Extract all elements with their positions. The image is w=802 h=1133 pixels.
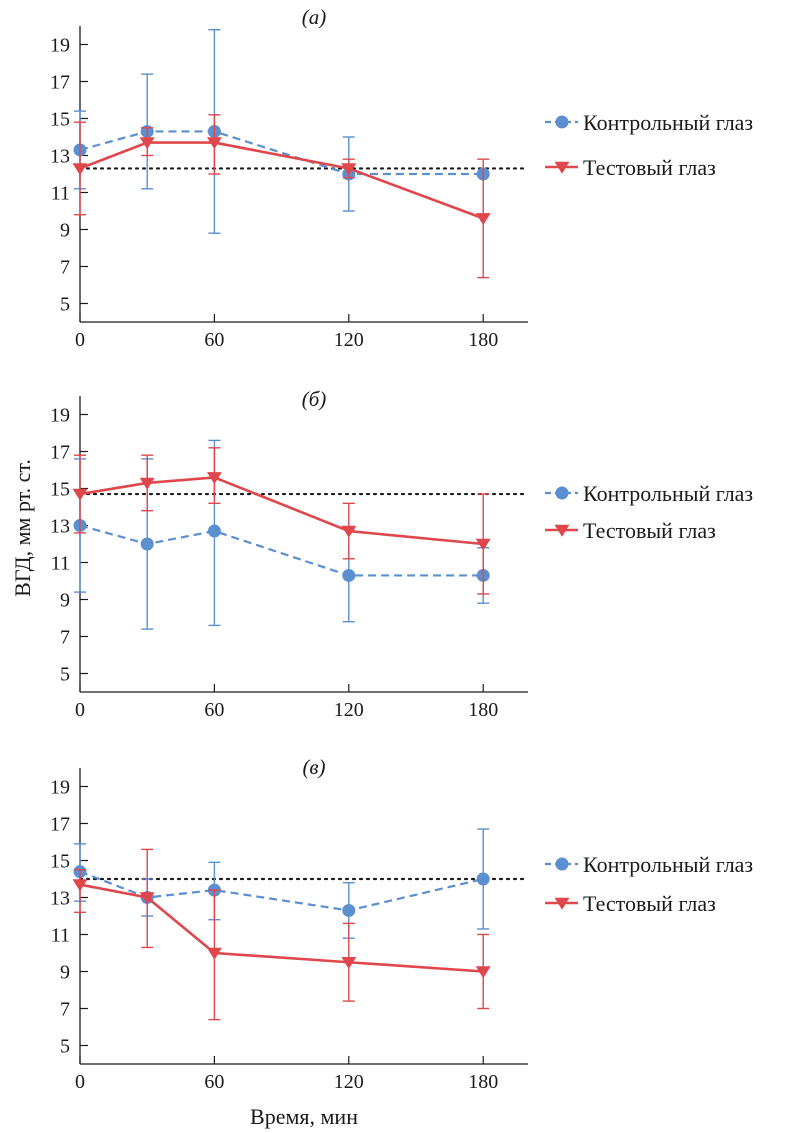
x-tick-label: 120: [334, 1071, 364, 1093]
legend-label: Контрольный глаз: [583, 481, 753, 506]
test-point: [72, 488, 88, 501]
test-point: [475, 538, 491, 551]
test-point: [139, 477, 155, 490]
x-tick-label: 180: [468, 329, 498, 351]
test-point: [341, 525, 357, 538]
legend-swatch-marker: [554, 524, 570, 537]
test-point: [139, 137, 155, 150]
test-point: [72, 879, 88, 892]
x-tick-label: 60: [204, 329, 224, 351]
y-tick-label: 9: [60, 590, 70, 612]
control-point: [207, 524, 221, 538]
legend-item-control: Контрольный глаз: [545, 110, 753, 135]
legend-item-control: Контрольный глаз: [545, 852, 753, 877]
x-tick-label: 120: [334, 329, 364, 351]
x-axis-title: Время, мин: [250, 1104, 358, 1129]
control-point: [140, 537, 154, 551]
y-tick-label: 19: [50, 777, 70, 799]
y-tick-label: 17: [50, 442, 70, 464]
legend-item-test: Тестовый глаз: [545, 155, 716, 180]
test-point: [206, 472, 222, 485]
legend-label: Тестовый глаз: [583, 518, 716, 543]
y-tick-label: 17: [50, 72, 70, 94]
legend-label: Тестовый глаз: [583, 891, 716, 916]
test-point: [475, 213, 491, 226]
control-series-line: [79, 870, 484, 912]
y-tick-label: 13: [50, 516, 70, 538]
y-tick-label: 9: [60, 220, 70, 242]
control-series-line: [79, 524, 484, 577]
x-tick-label: 120: [334, 699, 364, 721]
control-point: [342, 903, 356, 917]
y-tick-label: 15: [50, 851, 70, 873]
y-axis-title: ВГД, мм рт. ст.: [10, 459, 35, 597]
x-tick-label: 0: [75, 1071, 85, 1093]
legend-item-test: Тестовый глаз: [545, 891, 716, 916]
y-tick-label: 19: [50, 35, 70, 57]
y-tick-label: 13: [50, 888, 70, 910]
chart-panel-3: 5 7 9 11 13 15 17 19 0 60 120 180 (в) Контрольный гла…: [50, 755, 753, 1093]
y-tick-label: 5: [60, 294, 70, 316]
x-tick-label: 0: [75, 699, 85, 721]
y-tick-label: 15: [50, 479, 70, 501]
x-tick-label: 60: [204, 1071, 224, 1093]
test-point: [72, 163, 88, 176]
test-point: [341, 957, 357, 969]
chart-panel-1: 5 7 9 11 13 15 17 19 0 60 120 180 (а) Контрольный гла…: [50, 5, 753, 351]
legend-swatch-marker: [554, 161, 570, 174]
y-tick-label: 5: [60, 1036, 70, 1058]
y-tick-label: 7: [60, 999, 70, 1021]
chart-panel-2: 5 7 9 11 13 15 17 19 0 60 120 180 (б) Контрольный гла…: [50, 387, 753, 721]
y-tick-label: 11: [51, 183, 70, 205]
test-point: [139, 892, 155, 905]
test-point: [341, 163, 357, 176]
legend-label: Контрольный глаз: [583, 852, 753, 877]
legend-label: Контрольный глаз: [583, 110, 753, 135]
y-tick-label: 11: [51, 553, 70, 575]
panel-label: (в): [302, 755, 325, 779]
legend-swatch-marker: [554, 897, 570, 910]
panel-label: (а): [302, 5, 327, 29]
x-tick-label: 180: [468, 1071, 498, 1093]
legend-swatch-marker: [555, 486, 569, 500]
y-tick-label: 7: [60, 627, 70, 649]
y-tick-label: 13: [50, 146, 70, 168]
test-series-line: [79, 476, 484, 546]
y-tick-label: 19: [50, 405, 70, 427]
test-point: [206, 947, 222, 960]
test-series-line: [79, 883, 484, 973]
y-tick-label: 17: [50, 814, 70, 836]
legend-item-control: Контрольный глаз: [545, 481, 753, 506]
y-tick-label: 15: [50, 109, 70, 131]
panel-label: (б): [302, 387, 327, 411]
legend-label: Тестовый глаз: [583, 155, 716, 180]
y-tick-label: 5: [60, 664, 70, 686]
control-point: [342, 568, 356, 582]
x-tick-label: 180: [468, 699, 498, 721]
y-tick-label: 9: [60, 962, 70, 984]
test-point: [475, 966, 491, 979]
y-tick-label: 7: [60, 257, 70, 279]
control-point: [476, 872, 490, 886]
y-tick-label: 11: [51, 925, 70, 947]
x-tick-label: 60: [204, 699, 224, 721]
test-point: [206, 137, 222, 150]
legend-swatch-marker: [555, 115, 569, 129]
legend-item-test: Тестовый глаз: [545, 518, 716, 543]
legend-swatch-marker: [555, 857, 569, 871]
test-series-line: [79, 141, 484, 220]
x-tick-label: 0: [75, 329, 85, 351]
